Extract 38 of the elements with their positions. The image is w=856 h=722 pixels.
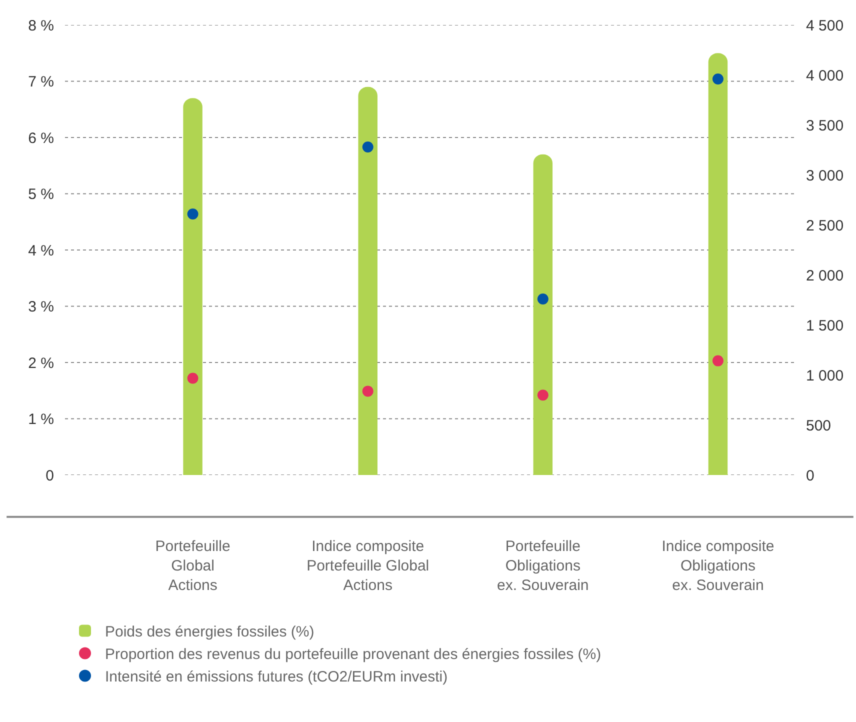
y2-tick-label: 500 [806, 417, 832, 434]
point [537, 390, 548, 401]
y2-tick-label: 2 000 [806, 267, 844, 284]
legend-label: Poids des énergies fossiles (%) [105, 624, 314, 641]
x-tick-label: Portefeuille Global Actions [155, 538, 230, 594]
y-tick-label: 0 [46, 467, 54, 484]
point [187, 208, 198, 220]
point [537, 294, 548, 304]
point [187, 372, 198, 384]
y2-tick-label: 1 000 [806, 367, 844, 384]
y-tick-label: 6 % [28, 130, 54, 147]
legend-label: Intensité en émissions futures (tCO2/EURm investi) [105, 668, 448, 686]
bar [183, 98, 202, 475]
y-tick-label: 3 % [28, 298, 54, 316]
y-tick-label: 4 % [28, 242, 54, 260]
y2-tick-label: 4 000 [806, 67, 844, 84]
y2-tick-label: 0 [806, 467, 814, 484]
y2-tick-label: 4 500 [806, 17, 844, 34]
bar [533, 154, 553, 475]
point [362, 386, 374, 397]
y2-tick-label: 3 500 [806, 117, 844, 134]
y-tick-label: 1 % [28, 411, 54, 428]
x-tick-label: Indice composite Portefeuille Global Actions [306, 538, 430, 594]
x-tick-label: Indice composite Obligations ex. Souverain [662, 538, 774, 594]
y2-tick-label: 1 500 [806, 317, 844, 334]
bar [358, 86, 378, 475]
legend-label: Proportion des revenus du portefeuille provenant des énergies fossiles (%) [105, 646, 602, 664]
point [712, 74, 724, 84]
point [362, 142, 374, 152]
y2-tick-label: 3 000 [806, 167, 844, 184]
y-tick-label: 8 % [28, 17, 54, 34]
y-tick-label: 7 % [28, 74, 54, 90]
x-tick-label: Portefeuille Obligations ex. Souverain [497, 538, 589, 594]
bar [708, 53, 728, 475]
point [712, 355, 724, 366]
y-tick-label: 2 % [28, 354, 54, 372]
y2-tick-label: 2 500 [806, 217, 844, 234]
y-tick-label: 5 % [28, 186, 54, 203]
